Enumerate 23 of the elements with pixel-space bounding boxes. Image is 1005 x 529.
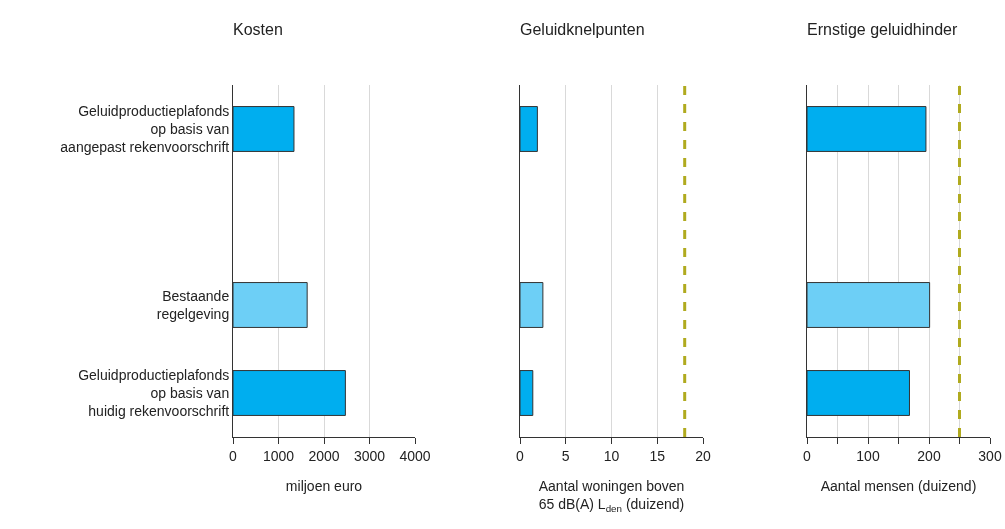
x-axis-title: miljoen euro <box>285 478 363 495</box>
x-tick-label: 2000 <box>308 447 340 464</box>
x-axis-title: Aantal woningen boven 65 dB(A) L$_{den}$ (duizend) <box>538 478 685 515</box>
y-tick-label: Geluidproductieplafonds op basis van aangepast rekenvoorschrift <box>60 102 230 156</box>
chart-title: Kosten <box>233 21 283 39</box>
x-tick-label: 1000 <box>262 447 295 464</box>
chart-title: Geluidknelpunten <box>520 21 645 39</box>
x-tick-label: 20 <box>695 447 711 464</box>
x-tick-label: 5 <box>561 447 570 464</box>
x-tick-label: 4000 <box>399 447 431 464</box>
y-tick-label: Bestaande regelgeving <box>156 287 230 322</box>
x-tick-label: 100 <box>856 447 880 464</box>
x-tick-label: 300 <box>978 447 1002 464</box>
x-tick-label: 3000 <box>353 447 386 464</box>
x-tick-label: 15 <box>649 447 666 464</box>
x-tick-label: 10 <box>603 447 620 464</box>
x-tick-label: 200 <box>917 447 941 464</box>
x-axis-title: Aantal mensen (duizend) <box>820 478 977 495</box>
x-tick-label: 0 <box>803 447 812 464</box>
x-tick-label: 0 <box>516 447 525 464</box>
y-tick-label: Geluidproductieplafonds op basis van huidig rekenvoorschrift <box>78 366 230 420</box>
chart-title: Ernstige geluidhinder <box>807 21 958 39</box>
x-tick-label: 0 <box>229 447 238 464</box>
